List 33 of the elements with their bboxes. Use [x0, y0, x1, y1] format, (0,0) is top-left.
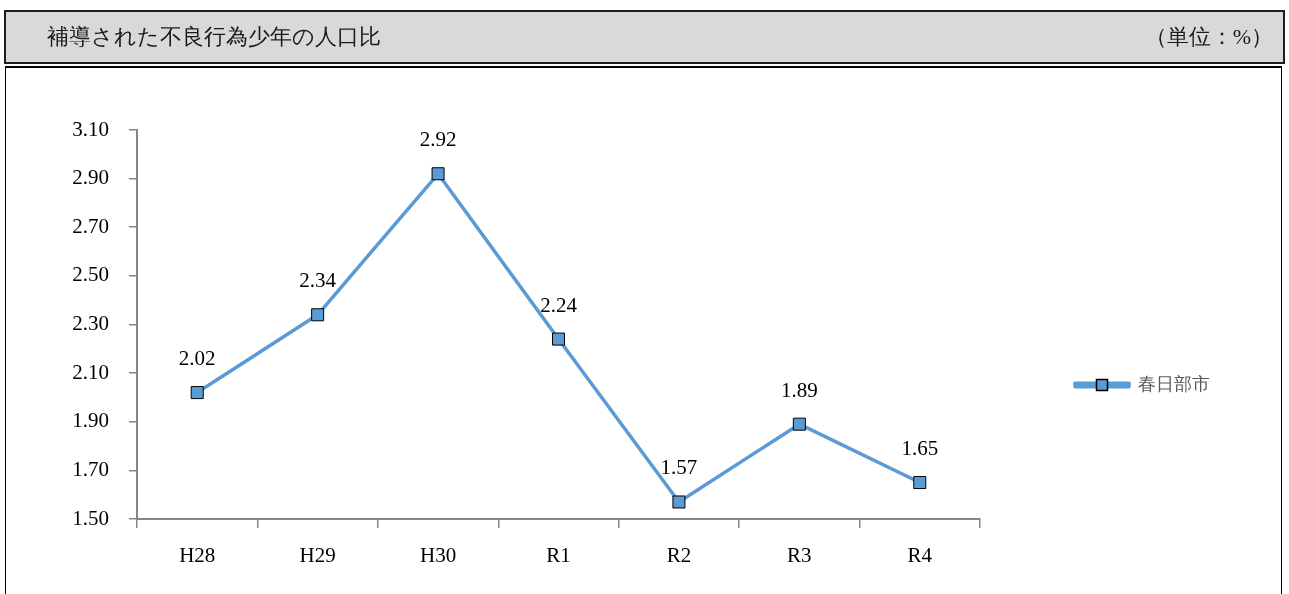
y-tick-label: 2.30: [72, 311, 109, 336]
y-tick-label: 2.90: [72, 165, 109, 190]
x-tick-label: R3: [787, 543, 812, 568]
x-tick-label: R1: [546, 543, 571, 568]
point: [190, 386, 204, 400]
point: [672, 495, 686, 509]
data-label: 1.89: [780, 377, 818, 402]
data-label: 2.34: [299, 268, 337, 293]
y-tick-label: 1.70: [72, 456, 109, 481]
y-tick-label: 2.50: [72, 262, 109, 287]
x-tick-label: H30: [419, 543, 457, 568]
data-label: 2.02: [178, 346, 216, 371]
legend-label: 春日部市: [1138, 373, 1210, 394]
point: [913, 476, 927, 490]
x-tick-label: R4: [907, 543, 933, 568]
chart-title: 補導された不良行為少年の人口比: [47, 23, 381, 51]
x-tick-label: H28: [179, 543, 216, 568]
point: [431, 167, 445, 181]
data-label: 1.57: [660, 455, 698, 480]
point: [792, 417, 806, 431]
x-tick-label: H29: [299, 543, 336, 568]
point: [551, 332, 566, 346]
y-tick-label: 1.90: [72, 408, 109, 433]
point: [311, 308, 325, 322]
y-tick-label: 2.70: [72, 213, 109, 238]
data-label: 2.92: [419, 127, 457, 152]
data-label: 1.65: [901, 436, 939, 461]
text: （単位：%）: [1144, 23, 1273, 51]
x-tick-label: R2: [666, 543, 692, 568]
y-tick-label: 1.50: [72, 505, 109, 530]
data-label: 2.24: [540, 292, 578, 317]
y-tick-label: 2.10: [72, 359, 109, 384]
y-tick-label: 3.10: [72, 116, 109, 141]
